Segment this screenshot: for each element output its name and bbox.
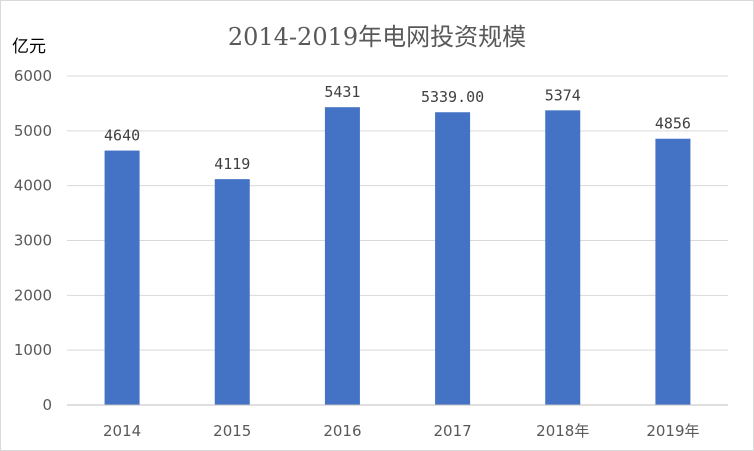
- bar: [435, 112, 471, 405]
- x-tick-label: 2014: [103, 422, 141, 440]
- bar: [545, 110, 581, 405]
- x-axis-ticks: 2014 2015 2016 2017 2018年 2019年: [103, 422, 700, 440]
- y-tick-label: 4000: [14, 177, 52, 195]
- y-tick-label: 6000: [14, 67, 52, 85]
- gridlines: [67, 75, 728, 351]
- data-label: 4640: [104, 127, 140, 145]
- x-tick-label: 2019年: [646, 422, 699, 440]
- data-labels: 4640 4119 5431 5339.00 5374 4856: [104, 83, 691, 173]
- y-tick-label: 0: [42, 396, 52, 414]
- y-axis-ticks: 0 1000 2000 3000 4000 5000 6000: [14, 67, 52, 414]
- y-tick-label: 1000: [14, 341, 52, 359]
- bar: [104, 150, 140, 405]
- bars: [104, 107, 691, 405]
- chart-title: 2014-2019年电网投资规模: [228, 23, 526, 51]
- data-label: 5431: [324, 83, 360, 101]
- x-tick-label: 2016: [323, 422, 361, 440]
- y-tick-label: 3000: [14, 232, 52, 250]
- data-label: 4856: [655, 115, 691, 133]
- bar: [324, 107, 360, 405]
- x-tick-label: 2018年: [536, 422, 589, 440]
- data-label: 4119: [214, 155, 250, 173]
- data-label: 5374: [545, 86, 581, 104]
- bar: [214, 179, 250, 405]
- x-tick-label: 2015: [213, 422, 251, 440]
- y-axis-unit-label: 亿元: [12, 37, 46, 57]
- data-label: 5339.00: [421, 88, 484, 106]
- y-tick-label: 2000: [14, 286, 52, 304]
- bar: [655, 138, 691, 405]
- y-tick-label: 5000: [14, 122, 52, 140]
- x-tick-label: 2017: [433, 422, 471, 440]
